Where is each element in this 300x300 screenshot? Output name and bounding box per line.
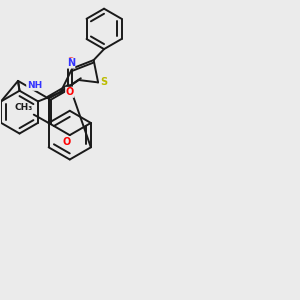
- Text: O: O: [66, 87, 74, 97]
- Text: NH: NH: [27, 81, 42, 90]
- Text: S: S: [100, 77, 107, 87]
- Text: N: N: [67, 58, 75, 68]
- Text: CH₃: CH₃: [14, 103, 32, 112]
- Text: O: O: [62, 137, 70, 147]
- Text: O: O: [66, 57, 74, 67]
